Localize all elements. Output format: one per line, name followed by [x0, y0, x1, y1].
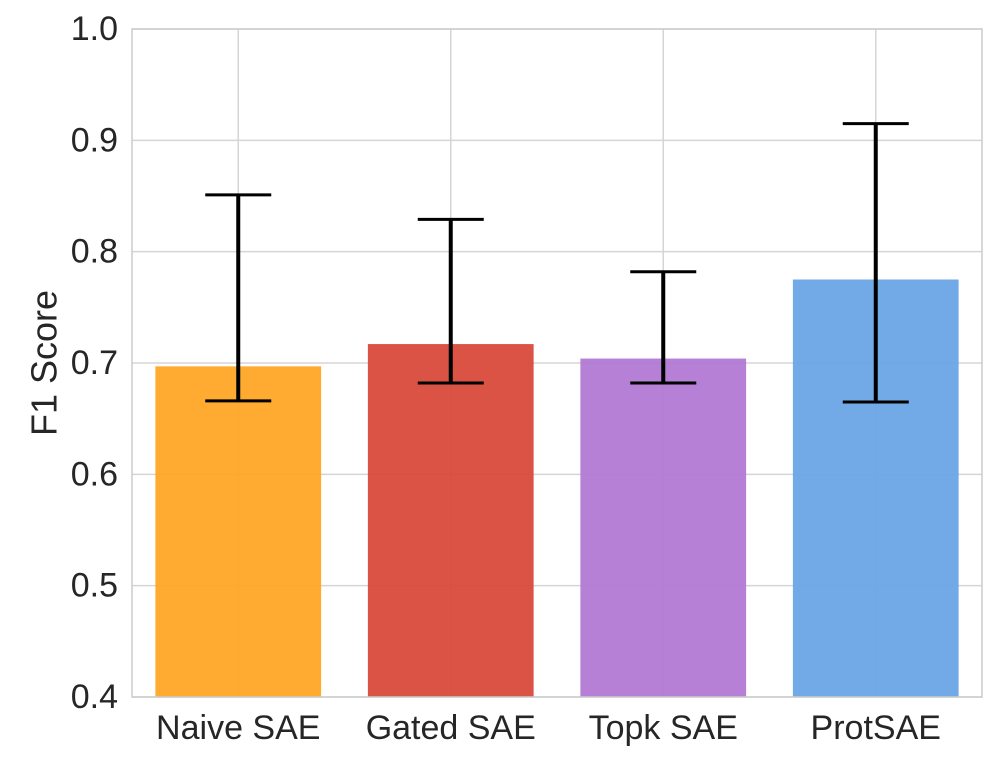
y-tick-label: 1.0 — [71, 10, 118, 48]
bar-naive-sae — [155, 366, 322, 697]
y-tick-label: 0.7 — [71, 344, 118, 382]
error-bars — [205, 122, 909, 404]
x-tick-label: ProtSAE — [811, 709, 941, 747]
plot-frame — [131, 28, 983, 698]
y-tick-label: 0.4 — [71, 678, 118, 716]
bars — [155, 279, 959, 697]
y-tick-label: 0.5 — [71, 567, 118, 605]
y-tick-label: 0.6 — [71, 455, 118, 493]
y-axis-label: F1 Score — [24, 290, 65, 436]
y-tick-label: 0.8 — [71, 233, 118, 271]
y-tick-label: 0.9 — [71, 121, 118, 159]
bar-topk-sae — [580, 358, 747, 697]
x-tick-label: Naive SAE — [156, 709, 320, 747]
y-tick-labels: 0.4 0.5 0.6 0.7 0.8 0.9 1.0 — [71, 10, 118, 716]
x-tick-label: Gated SAE — [366, 709, 536, 747]
x-tick-label: Topk SAE — [589, 709, 738, 747]
x-tick-labels: Naive SAE Gated SAE Topk SAE ProtSAE — [156, 709, 941, 747]
bar-gated-sae — [367, 344, 534, 697]
